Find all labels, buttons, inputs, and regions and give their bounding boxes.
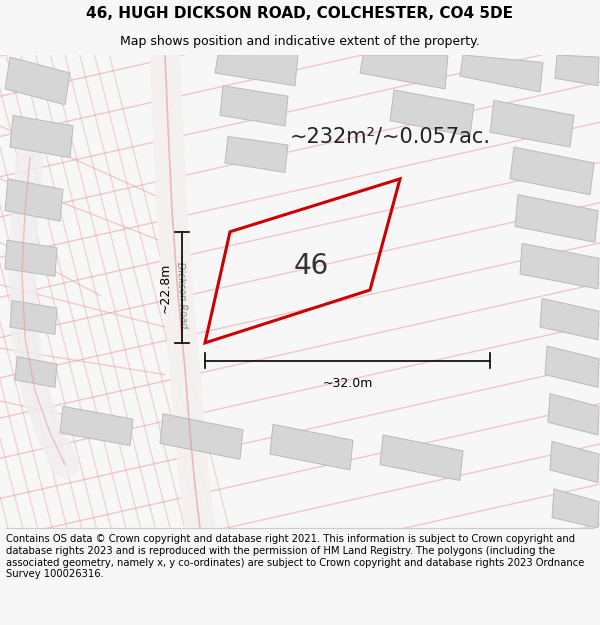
Polygon shape <box>5 240 57 276</box>
Polygon shape <box>490 101 574 147</box>
Polygon shape <box>540 299 599 340</box>
Text: Contains OS data © Crown copyright and database right 2021. This information is : Contains OS data © Crown copyright and d… <box>6 534 584 579</box>
Text: Dickson Road: Dickson Road <box>175 262 189 329</box>
Text: Map shows position and indicative extent of the property.: Map shows position and indicative extent… <box>120 35 480 48</box>
Polygon shape <box>548 394 599 435</box>
Polygon shape <box>10 116 73 158</box>
Text: 46, HUGH DICKSON ROAD, COLCHESTER, CO4 5DE: 46, HUGH DICKSON ROAD, COLCHESTER, CO4 5… <box>86 6 514 21</box>
Polygon shape <box>390 90 474 136</box>
Polygon shape <box>10 301 57 334</box>
Polygon shape <box>510 147 594 195</box>
Polygon shape <box>5 179 63 221</box>
Text: ~232m²/~0.057ac.: ~232m²/~0.057ac. <box>290 126 491 146</box>
Polygon shape <box>5 57 70 105</box>
Polygon shape <box>550 441 599 483</box>
Text: 46: 46 <box>293 252 329 280</box>
Polygon shape <box>552 489 599 528</box>
Polygon shape <box>160 414 243 459</box>
Polygon shape <box>520 243 599 289</box>
Polygon shape <box>215 54 298 86</box>
Text: ~22.8m: ~22.8m <box>159 262 172 312</box>
Polygon shape <box>60 406 133 446</box>
Text: ~32.0m: ~32.0m <box>322 377 373 390</box>
Polygon shape <box>360 55 448 89</box>
Polygon shape <box>555 55 599 86</box>
Polygon shape <box>460 55 543 92</box>
Polygon shape <box>220 86 288 126</box>
Polygon shape <box>225 136 288 172</box>
Polygon shape <box>515 195 598 242</box>
Polygon shape <box>545 346 599 388</box>
Polygon shape <box>270 424 353 470</box>
Polygon shape <box>15 357 57 388</box>
Polygon shape <box>380 435 463 481</box>
